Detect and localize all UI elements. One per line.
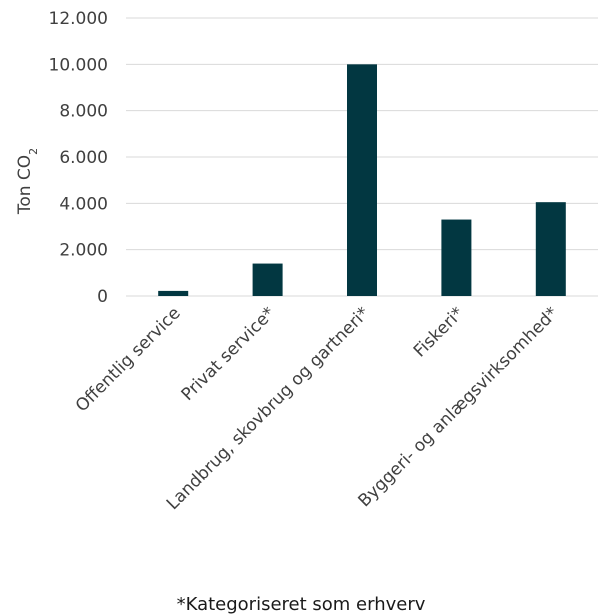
y-tick-label: 4.000 [59,194,108,214]
x-category-label: Landbrug, skovbrug og gartneri* [163,303,374,514]
y-axis-title: Ton CO2 [15,148,40,215]
bar [347,64,377,296]
bar [252,263,283,296]
bar [158,290,189,296]
y-tick-label: 12.000 [49,9,108,29]
bars [158,64,566,296]
footnote: *Kategoriseret som erhverv [177,594,426,615]
bar [441,219,472,296]
x-category-label: Fiskeri* [410,303,468,361]
y-axis-ticks: 0 2.000 4.000 6.000 8.000 10.000 12.000 [49,9,108,307]
y-tick-label: 2.000 [59,241,108,261]
y-tick-label: 6.000 [59,148,108,168]
bar [535,202,566,296]
x-category-label: Privat service* [178,303,280,405]
y-tick-label: 8.000 [59,102,108,122]
y-tick-label: 10.000 [49,55,108,75]
y-tick-label: 0 [97,287,108,307]
x-category-label: Offentlig service [72,303,185,416]
x-category-label: Byggeri- og anlægsvirksomhed* [355,303,563,511]
